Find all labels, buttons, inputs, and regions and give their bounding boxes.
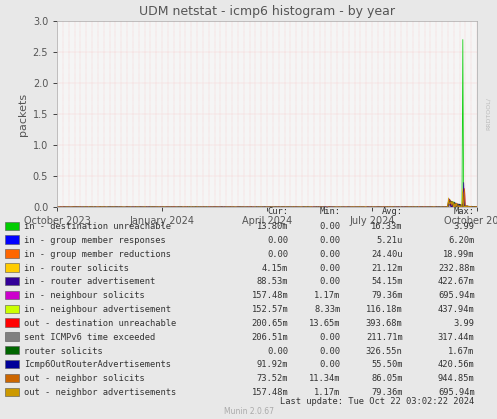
Text: 86.05m: 86.05m (371, 374, 403, 383)
Text: Icmp6OutRouterAdvertisements: Icmp6OutRouterAdvertisements (24, 360, 171, 370)
Text: 0.00: 0.00 (267, 347, 288, 356)
Text: out - neighbor solicits: out - neighbor solicits (24, 374, 145, 383)
Text: 1.17m: 1.17m (314, 291, 340, 300)
Text: 79.36m: 79.36m (371, 291, 403, 300)
Text: 422.67m: 422.67m (438, 277, 475, 287)
Text: 0.00: 0.00 (320, 347, 340, 356)
Text: 0.00: 0.00 (267, 250, 288, 259)
Text: 79.36m: 79.36m (371, 388, 403, 397)
Text: in - group member responses: in - group member responses (24, 236, 166, 245)
Text: 13.80m: 13.80m (257, 222, 288, 231)
Text: RRDTOOL/: RRDTOOL/ (486, 97, 491, 129)
Text: 3.99: 3.99 (454, 319, 475, 328)
Text: 437.94m: 437.94m (438, 305, 475, 314)
Y-axis label: packets: packets (18, 93, 28, 136)
Text: 0.00: 0.00 (320, 236, 340, 245)
Text: Max:: Max: (454, 207, 475, 216)
Text: in - router advertisement: in - router advertisement (24, 277, 155, 287)
Text: 206.51m: 206.51m (251, 333, 288, 342)
Text: 11.34m: 11.34m (309, 374, 340, 383)
Text: 211.71m: 211.71m (366, 333, 403, 342)
Text: 18.99m: 18.99m (443, 250, 475, 259)
Text: 1.17m: 1.17m (314, 388, 340, 397)
Text: 944.85m: 944.85m (438, 374, 475, 383)
Text: 200.65m: 200.65m (251, 319, 288, 328)
Text: 91.92m: 91.92m (257, 360, 288, 370)
Text: in - router solicits: in - router solicits (24, 264, 129, 273)
Text: 0.00: 0.00 (320, 222, 340, 231)
Text: 73.52m: 73.52m (257, 374, 288, 383)
Text: Cur:: Cur: (267, 207, 288, 216)
Text: 0.00: 0.00 (320, 250, 340, 259)
Text: 1.67m: 1.67m (448, 347, 475, 356)
Text: router solicits: router solicits (24, 347, 102, 356)
Text: Munin 2.0.67: Munin 2.0.67 (224, 406, 273, 416)
Text: 13.65m: 13.65m (309, 319, 340, 328)
Text: 24.40u: 24.40u (371, 250, 403, 259)
Text: 0.00: 0.00 (320, 360, 340, 370)
Text: out - neighbor advertisements: out - neighbor advertisements (24, 388, 176, 397)
Text: 695.94m: 695.94m (438, 388, 475, 397)
Text: 0.00: 0.00 (320, 333, 340, 342)
Text: 0.00: 0.00 (320, 264, 340, 273)
Text: in - neighbour solicits: in - neighbour solicits (24, 291, 145, 300)
Title: UDM netstat - icmp6 histogram - by year: UDM netstat - icmp6 histogram - by year (139, 5, 395, 18)
Text: 54.15m: 54.15m (371, 277, 403, 287)
Text: 695.94m: 695.94m (438, 291, 475, 300)
Text: 393.68m: 393.68m (366, 319, 403, 328)
Text: 4.15m: 4.15m (262, 264, 288, 273)
Text: 0.00: 0.00 (267, 236, 288, 245)
Text: in - group member reductions: in - group member reductions (24, 250, 171, 259)
Text: 5.21u: 5.21u (376, 236, 403, 245)
Text: 3.99: 3.99 (454, 222, 475, 231)
Text: 16.33m: 16.33m (371, 222, 403, 231)
Text: Avg:: Avg: (382, 207, 403, 216)
Text: 6.20m: 6.20m (448, 236, 475, 245)
Text: Last update: Tue Oct 22 03:02:22 2024: Last update: Tue Oct 22 03:02:22 2024 (280, 397, 475, 406)
Text: 157.48m: 157.48m (251, 388, 288, 397)
Text: 317.44m: 317.44m (438, 333, 475, 342)
Text: 232.88m: 232.88m (438, 264, 475, 273)
Text: 326.55n: 326.55n (366, 347, 403, 356)
Text: 116.18m: 116.18m (366, 305, 403, 314)
Text: 21.12m: 21.12m (371, 264, 403, 273)
Text: 55.50m: 55.50m (371, 360, 403, 370)
Text: 88.53m: 88.53m (257, 277, 288, 287)
Text: 152.57m: 152.57m (251, 305, 288, 314)
Text: in - destination unreachable: in - destination unreachable (24, 222, 171, 231)
Text: in - neighbour advertisement: in - neighbour advertisement (24, 305, 171, 314)
Text: sent ICMPv6 time exceeded: sent ICMPv6 time exceeded (24, 333, 155, 342)
Text: 157.48m: 157.48m (251, 291, 288, 300)
Text: 0.00: 0.00 (320, 277, 340, 287)
Text: Min:: Min: (320, 207, 340, 216)
Text: 420.56m: 420.56m (438, 360, 475, 370)
Text: out - destination unreachable: out - destination unreachable (24, 319, 176, 328)
Text: 8.33m: 8.33m (314, 305, 340, 314)
